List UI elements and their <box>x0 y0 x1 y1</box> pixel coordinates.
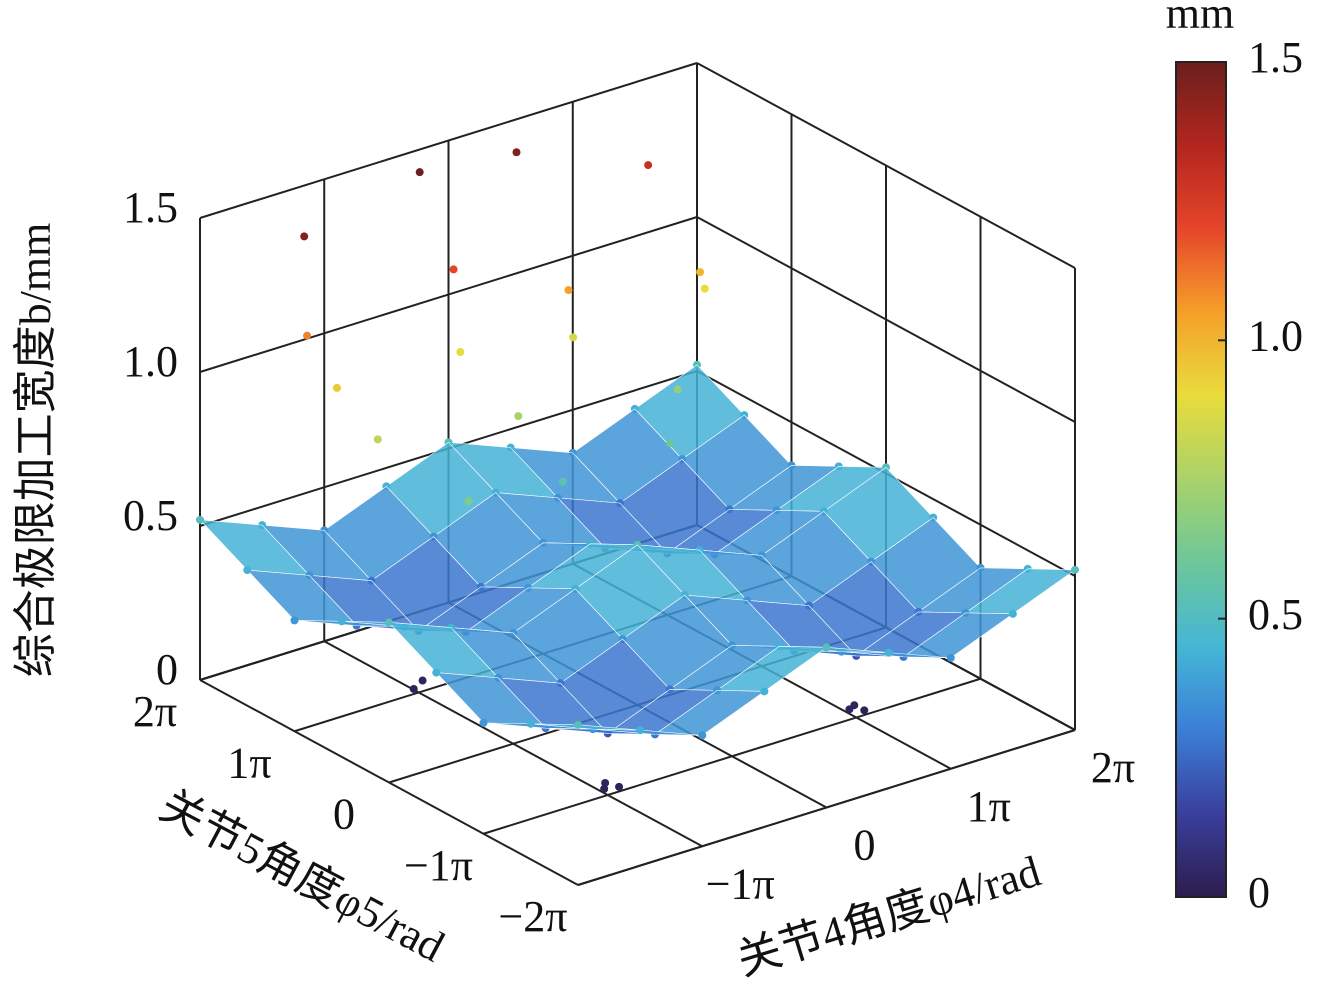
x-tick-label: 0 <box>854 821 876 870</box>
surface-point <box>479 718 488 727</box>
colorbar-tick-label: 0 <box>1248 868 1270 917</box>
z-tick-label: 1.0 <box>123 337 178 386</box>
x-tick-label: −1π <box>706 859 775 908</box>
surface-point <box>1071 565 1079 574</box>
y-tick-label: 0 <box>333 790 355 839</box>
surface-patch <box>530 723 641 731</box>
scatter-point <box>449 265 458 274</box>
surface-point <box>1008 609 1017 618</box>
surface-point <box>432 668 441 677</box>
z-axis-label: 综合极限加工宽度b/mm <box>11 223 60 678</box>
y-tick-label: 1π <box>227 738 271 787</box>
scatter-point <box>673 385 682 394</box>
surface-point <box>698 731 707 740</box>
x-tick-label: 1π <box>967 782 1011 831</box>
surface-point <box>760 687 769 696</box>
y-tick-label: −2π <box>498 892 567 941</box>
surface-point <box>385 618 393 627</box>
scatter-point <box>514 412 523 421</box>
scatter-point <box>700 284 709 293</box>
scatter-point <box>569 333 578 342</box>
surface-point <box>243 566 252 575</box>
scatter-point <box>845 705 854 714</box>
scatter-point <box>300 232 309 241</box>
scatter-point <box>564 286 573 295</box>
scatter-point <box>696 268 705 277</box>
scatter-point <box>512 148 521 157</box>
surface-point <box>526 719 535 728</box>
scatter-point <box>332 383 341 392</box>
colorbar-title: mm <box>1166 0 1234 38</box>
grid-line <box>483 677 981 835</box>
surface-point <box>822 643 831 652</box>
z-tick-label: 1.5 <box>123 183 178 232</box>
scatter-point <box>644 161 653 170</box>
surface-point <box>574 720 582 729</box>
scatter-point <box>464 496 473 505</box>
colorbar-tick-label: 0.5 <box>1248 590 1303 639</box>
surface-point <box>636 726 645 735</box>
x-axis-label: 关节4角度φ4/rad <box>731 846 1045 985</box>
scatter-point <box>409 684 418 693</box>
surface-point <box>196 515 204 524</box>
scatter-point <box>373 435 382 444</box>
y-tick-label: 2π <box>133 687 177 736</box>
scatter-point <box>559 477 568 486</box>
colorbar <box>1175 61 1227 898</box>
scatter-point <box>456 348 465 357</box>
x-tick-label: 2π <box>1091 743 1135 792</box>
colorbar-tick-label: 1.5 <box>1248 33 1303 82</box>
scatter-point <box>860 706 869 715</box>
surface-point <box>884 648 893 657</box>
surface-point <box>337 617 346 626</box>
scatter-point <box>415 168 424 177</box>
z-tick-label: 0 <box>156 645 178 694</box>
scatter-point <box>418 676 427 685</box>
scatter-point <box>600 784 609 793</box>
surface-point <box>946 653 955 662</box>
grid-line <box>577 729 1076 886</box>
scatter-point <box>601 778 610 787</box>
scatter-point <box>666 439 675 448</box>
scatter-point <box>303 331 312 340</box>
colorbar-tick-label: 1.0 <box>1248 311 1303 360</box>
z-tick-label: 0.5 <box>123 491 178 540</box>
scatter-point <box>615 782 624 791</box>
y-tick-label: −1π <box>404 841 473 890</box>
surface-point <box>290 616 299 625</box>
